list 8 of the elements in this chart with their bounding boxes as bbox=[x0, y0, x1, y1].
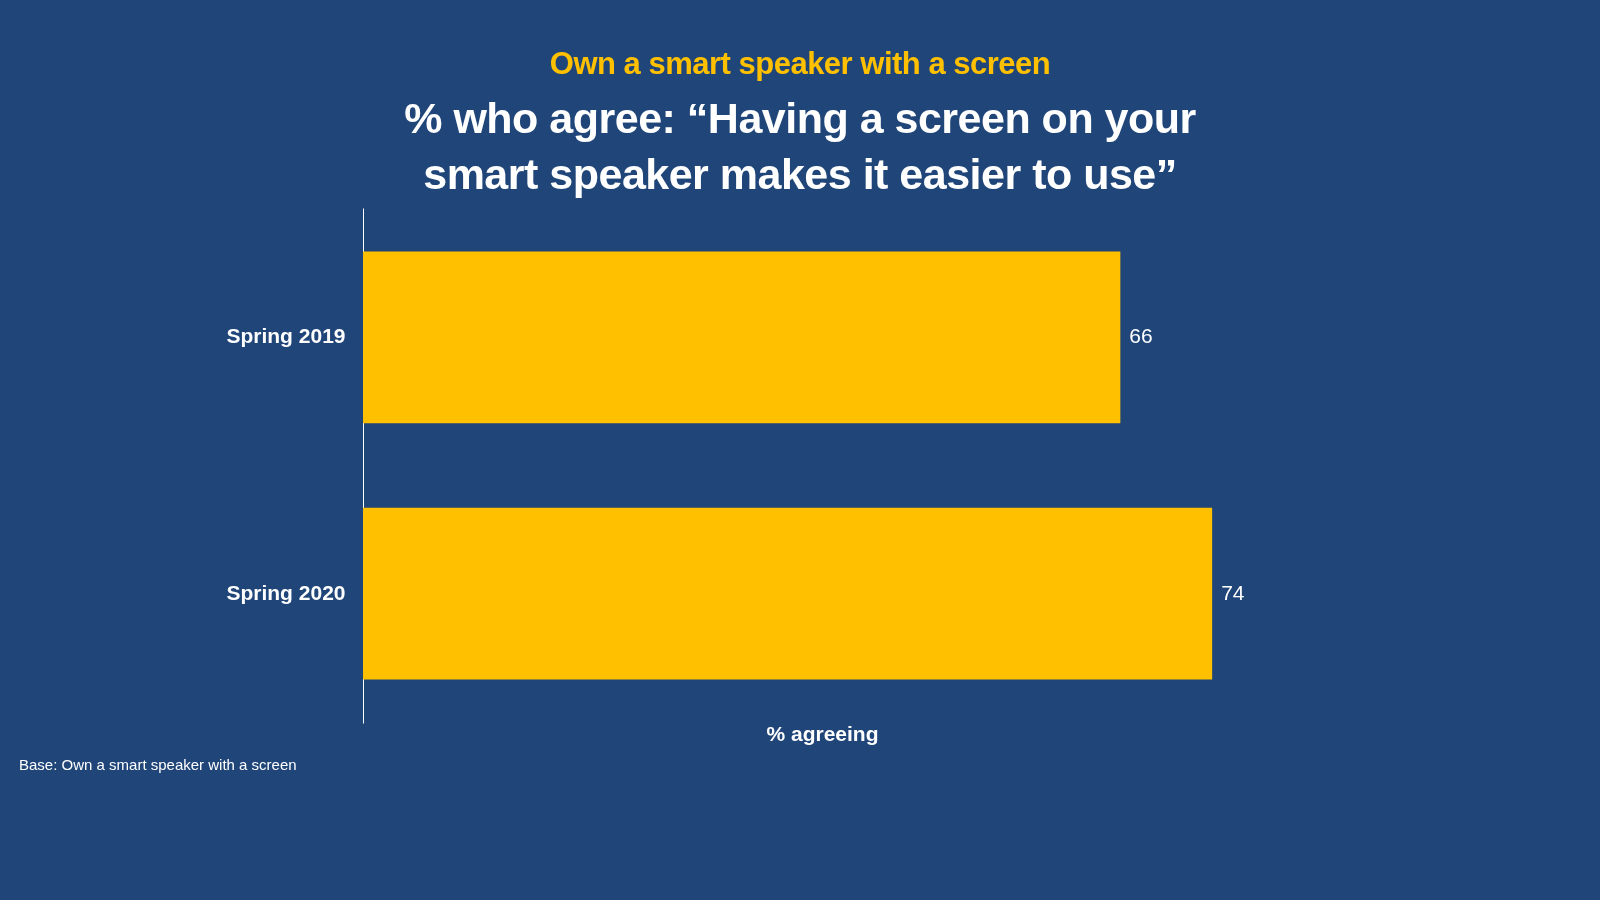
text: Base: Own a smart speaker with a screen bbox=[19, 756, 297, 773]
y-tick-label: Spring 2019 bbox=[226, 324, 346, 348]
data-label: 74 bbox=[1221, 580, 1245, 604]
chart-subtitle: % who agree: “Having a screen on your smart speaker makes it easier to use” bbox=[403, 93, 1197, 200]
x-axis-title: % agreeing bbox=[766, 721, 879, 745]
data-label: 66 bbox=[1129, 324, 1153, 348]
chart-title: Own a smart speaker with a screen bbox=[548, 46, 1052, 82]
y-tick-label: Spring 2020 bbox=[226, 580, 346, 604]
